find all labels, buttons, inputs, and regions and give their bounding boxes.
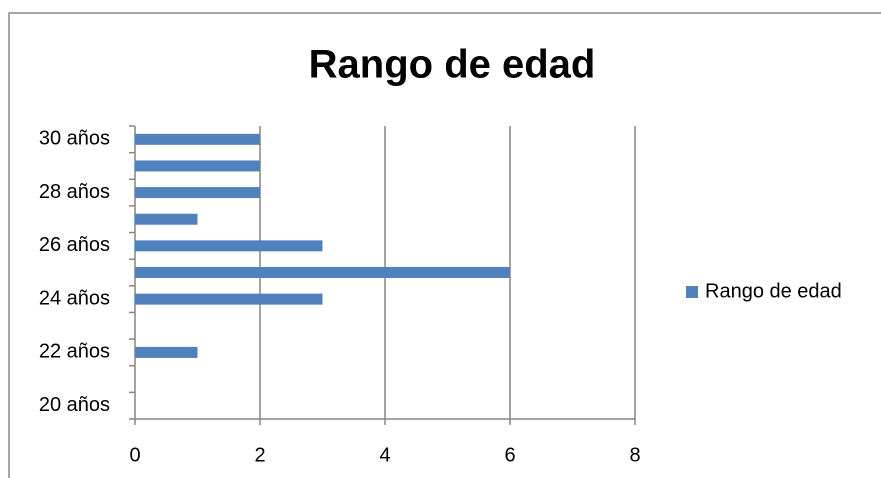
- y-tick-label: 26 años: [39, 234, 110, 256]
- bar: [135, 187, 260, 199]
- x-tick-label: 0: [129, 444, 140, 466]
- chart-border: [8, 12, 881, 478]
- chart-title: Rango de edad: [309, 43, 596, 87]
- y-tick-label: 30 años: [39, 128, 110, 150]
- bar: [135, 267, 510, 278]
- y-tick-label: 24 años: [39, 287, 110, 309]
- x-tick-label: 8: [629, 444, 640, 466]
- bar: [135, 293, 323, 305]
- bar: [135, 213, 198, 225]
- bar: [135, 160, 260, 172]
- y-tick-label: 28 años: [39, 181, 110, 203]
- bar: [135, 133, 260, 145]
- x-tick-label: 2: [254, 444, 265, 466]
- legend-swatch: [686, 286, 698, 298]
- y-tick-label: 20 años: [39, 394, 110, 416]
- x-tick-label: 4: [379, 444, 390, 466]
- bar: [135, 240, 323, 252]
- legend-label: Rango de edad: [705, 280, 842, 302]
- y-tick-label: 22 años: [39, 341, 110, 363]
- x-tick-label: 6: [504, 444, 515, 466]
- bar: [135, 346, 198, 358]
